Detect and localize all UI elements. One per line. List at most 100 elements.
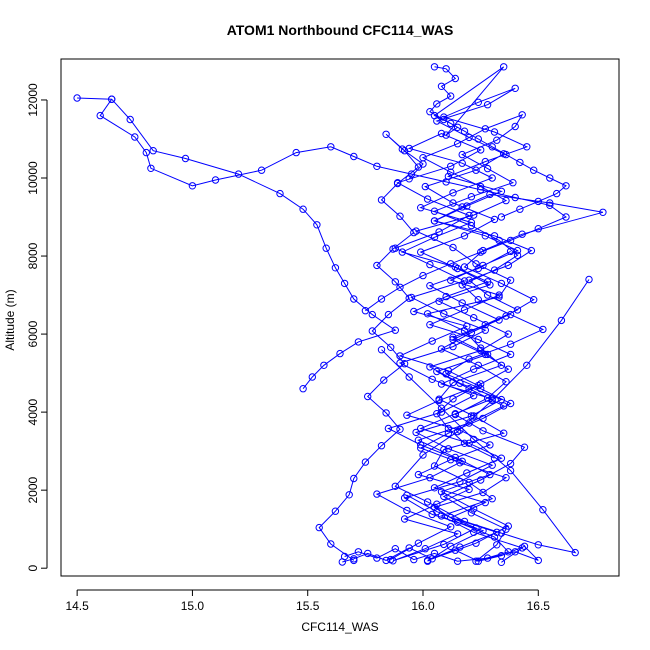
data-point [377, 295, 386, 303]
data-point [414, 436, 423, 444]
data-point [188, 182, 197, 190]
data-point [479, 488, 487, 497]
data-point [327, 540, 335, 548]
data-point [389, 245, 397, 253]
data-point [490, 533, 499, 541]
data-point [534, 197, 542, 206]
data-point [350, 295, 358, 303]
data-point [488, 143, 496, 151]
data-point [513, 306, 522, 314]
data-point [419, 271, 427, 280]
data-point [504, 365, 512, 373]
data-point [440, 445, 448, 454]
data-point [465, 485, 473, 494]
data-point [460, 327, 469, 335]
data-point [502, 150, 510, 159]
data-point [502, 312, 510, 320]
data-point [426, 108, 434, 116]
data-point [511, 193, 519, 202]
data-point [453, 427, 462, 436]
data-point [500, 429, 508, 437]
data-point [511, 84, 519, 93]
data-point [331, 507, 340, 515]
data-point [373, 261, 381, 270]
data-point [527, 246, 536, 255]
data-point [483, 394, 492, 402]
data-point [474, 335, 482, 344]
data-point [493, 136, 501, 144]
x-tick-label: 14.5 [65, 599, 89, 613]
data-point [430, 233, 439, 242]
x-tick-label: 15.5 [296, 599, 320, 613]
data-point [453, 140, 462, 148]
data-point [599, 208, 607, 217]
data-point [403, 506, 411, 515]
data-point [486, 470, 494, 479]
data-point [398, 248, 406, 256]
data-point [382, 556, 390, 565]
data-point [539, 506, 547, 514]
data-point [557, 316, 566, 325]
data-point [391, 278, 399, 286]
data-point [502, 196, 510, 205]
data-point [534, 541, 542, 549]
data-point [534, 225, 542, 233]
data-point [467, 221, 476, 230]
plot-frame [60, 58, 620, 577]
data-point [396, 359, 404, 367]
data-point [234, 170, 243, 178]
data-point [504, 330, 512, 338]
data-point [495, 236, 503, 245]
data-point [437, 380, 446, 388]
y-tick-label: 0 [26, 565, 40, 572]
data-point [483, 291, 492, 299]
data-point [405, 373, 413, 381]
data-point [442, 178, 450, 186]
data-point [368, 310, 376, 319]
data-point [428, 337, 436, 345]
data-point [474, 264, 482, 273]
data-point [428, 555, 436, 563]
data-point [437, 404, 446, 412]
data-point [440, 540, 448, 549]
data-point [506, 236, 515, 245]
data-point [481, 125, 489, 133]
data-point [417, 444, 425, 452]
data-point [472, 539, 480, 547]
data-point [465, 211, 473, 220]
data-point [313, 221, 321, 229]
data-point [477, 248, 485, 256]
data-point [474, 135, 482, 143]
data-point [506, 340, 515, 348]
data-point [479, 427, 487, 435]
data-point [398, 145, 406, 153]
data-point [470, 528, 478, 536]
data-point [384, 424, 393, 433]
data-point [504, 261, 512, 270]
data-point [426, 474, 434, 482]
data-point [442, 65, 450, 73]
data-point [315, 523, 323, 532]
data-point [472, 557, 480, 565]
data-point [440, 113, 448, 121]
data-point [433, 367, 441, 376]
data-point [361, 307, 370, 315]
data-point [108, 95, 116, 103]
data-point [472, 524, 480, 532]
data-point [518, 230, 526, 238]
data-point [426, 321, 434, 329]
data-point [407, 170, 416, 178]
data-point [447, 168, 455, 176]
data-point [470, 314, 478, 322]
data-point [502, 474, 510, 482]
data-point [509, 179, 517, 187]
data-point [486, 441, 494, 449]
data-point [493, 541, 501, 549]
x-axis: 14.5 15.0 15.5 16.0 16.5 [65, 589, 550, 613]
data-point [423, 498, 432, 506]
data-point [463, 322, 471, 330]
data-point [377, 346, 386, 354]
data-point [430, 63, 439, 71]
data-point [463, 202, 471, 210]
